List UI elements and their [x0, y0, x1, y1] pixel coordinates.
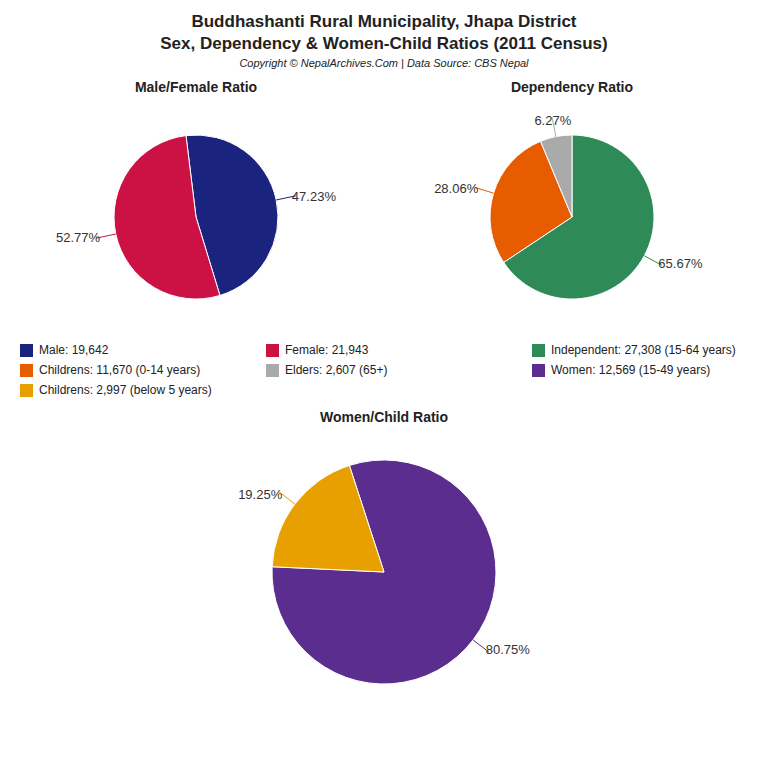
- svg-text:65.67%: 65.67%: [658, 256, 703, 271]
- html-text:Sex, Dependency & Women-Child: Sex, Dependency & Women-Child Ratios (20…: [160, 34, 608, 53]
- svg-text:28.06%: 28.06%: [434, 181, 479, 196]
- html-text:Buddhashanti Rural Municipalit: Buddhashanti Rural Municipality, Jhapa D…: [191, 12, 577, 31]
- svg-text:52.77%: 52.77%: [56, 230, 101, 245]
- html-text:Female: 21,943: Female: 21,943: [285, 343, 369, 357]
- svg-text:6.27%: 6.27%: [534, 113, 571, 128]
- html-text:Women/Child Ratio: Women/Child Ratio: [320, 409, 448, 425]
- html-text:Copyright © NepalArchives.Com: Copyright © NepalArchives.Com | Data Sou…: [239, 57, 529, 69]
- html-text:Independent: 27,308 (15-64 yea: Independent: 27,308 (15-64 years): [551, 343, 736, 357]
- html-text:Dependency Ratio: Dependency Ratio: [510, 79, 634, 95]
- html-text:Women: 12,569 (15-49 years): Women: 12,569 (15-49 years): [551, 363, 711, 377]
- svg-text:19.25%: 19.25%: [238, 487, 283, 502]
- svg-text:47.23%: 47.23%: [292, 189, 337, 204]
- html-text:Elders: 2,607 (65+): Elders: 2,607 (65+): [285, 363, 388, 377]
- html-text:Childrens: 2,997 (below 5 year: Childrens: 2,997 (below 5 years): [39, 383, 212, 397]
- svg-text:80.75%: 80.75%: [486, 642, 531, 657]
- html-text:Childrens: 11,670 (0-14 years): Childrens: 11,670 (0-14 years): [39, 363, 201, 377]
- html-text:Male/Female Ratio: Male/Female Ratio: [134, 79, 258, 95]
- html-text:Male: 19,642: Male: 19,642: [39, 343, 109, 357]
